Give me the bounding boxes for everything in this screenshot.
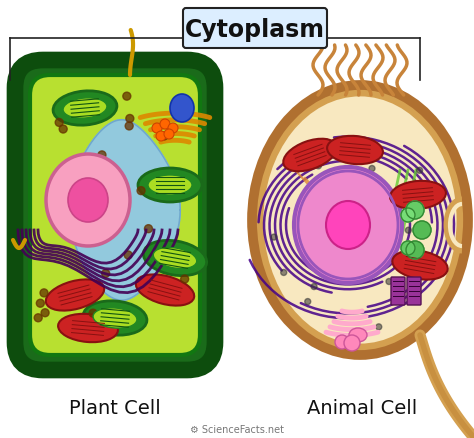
Ellipse shape: [148, 175, 192, 195]
Circle shape: [281, 269, 287, 276]
Circle shape: [318, 148, 323, 154]
Ellipse shape: [153, 247, 197, 268]
Circle shape: [181, 275, 189, 283]
Circle shape: [55, 118, 63, 127]
Ellipse shape: [68, 178, 108, 222]
Ellipse shape: [83, 301, 147, 335]
Circle shape: [434, 195, 440, 201]
FancyBboxPatch shape: [15, 60, 215, 370]
Ellipse shape: [344, 335, 360, 351]
Ellipse shape: [326, 201, 370, 249]
Circle shape: [126, 114, 134, 123]
Circle shape: [342, 142, 348, 148]
Circle shape: [102, 269, 109, 277]
Circle shape: [50, 200, 58, 208]
Circle shape: [98, 151, 106, 159]
Circle shape: [36, 299, 45, 307]
Ellipse shape: [164, 129, 174, 139]
Circle shape: [78, 104, 86, 113]
Ellipse shape: [58, 314, 118, 342]
Circle shape: [41, 309, 49, 317]
Circle shape: [34, 314, 42, 322]
Circle shape: [401, 208, 415, 222]
Ellipse shape: [294, 167, 402, 283]
Circle shape: [145, 225, 153, 233]
Circle shape: [406, 201, 424, 219]
Text: Animal Cell: Animal Cell: [307, 399, 417, 417]
FancyBboxPatch shape: [391, 277, 405, 305]
Ellipse shape: [262, 95, 458, 345]
Circle shape: [124, 251, 132, 259]
Ellipse shape: [252, 85, 468, 355]
Text: ⚙ ScienceFacts.net: ⚙ ScienceFacts.net: [190, 425, 284, 435]
Circle shape: [311, 283, 317, 290]
Text: Plant Cell: Plant Cell: [69, 399, 161, 417]
Circle shape: [417, 167, 423, 173]
Circle shape: [305, 299, 311, 304]
Circle shape: [386, 279, 392, 285]
Circle shape: [323, 139, 328, 145]
Ellipse shape: [152, 123, 162, 133]
Circle shape: [397, 221, 403, 227]
Circle shape: [376, 324, 382, 330]
Ellipse shape: [143, 240, 207, 276]
FancyBboxPatch shape: [183, 8, 327, 48]
Ellipse shape: [349, 328, 367, 342]
Circle shape: [78, 207, 86, 215]
Circle shape: [271, 234, 277, 240]
Ellipse shape: [283, 139, 337, 171]
Circle shape: [413, 221, 431, 239]
Ellipse shape: [170, 94, 194, 122]
Ellipse shape: [156, 131, 166, 141]
Polygon shape: [70, 120, 180, 300]
Circle shape: [350, 242, 356, 247]
FancyBboxPatch shape: [407, 277, 421, 305]
Circle shape: [89, 309, 97, 317]
Circle shape: [76, 169, 84, 177]
Circle shape: [405, 227, 411, 233]
Text: Cytoplasm: Cytoplasm: [185, 18, 325, 42]
Ellipse shape: [63, 98, 107, 118]
Ellipse shape: [335, 335, 349, 349]
Ellipse shape: [390, 181, 446, 209]
Circle shape: [137, 187, 145, 194]
Circle shape: [40, 289, 48, 297]
Circle shape: [369, 166, 375, 172]
Ellipse shape: [53, 91, 117, 125]
Circle shape: [125, 122, 133, 130]
Circle shape: [315, 163, 321, 169]
FancyBboxPatch shape: [30, 75, 200, 355]
Circle shape: [337, 172, 344, 178]
Circle shape: [406, 241, 424, 259]
Circle shape: [160, 132, 168, 140]
Circle shape: [401, 241, 415, 255]
Ellipse shape: [138, 168, 202, 202]
Circle shape: [123, 92, 131, 100]
Ellipse shape: [136, 274, 194, 306]
Ellipse shape: [93, 308, 137, 328]
Circle shape: [59, 125, 67, 133]
Ellipse shape: [392, 251, 447, 279]
Ellipse shape: [160, 119, 170, 129]
Ellipse shape: [168, 123, 178, 133]
Circle shape: [374, 235, 380, 240]
Ellipse shape: [46, 279, 104, 311]
Ellipse shape: [327, 136, 383, 164]
Circle shape: [62, 205, 70, 212]
Ellipse shape: [46, 154, 130, 246]
